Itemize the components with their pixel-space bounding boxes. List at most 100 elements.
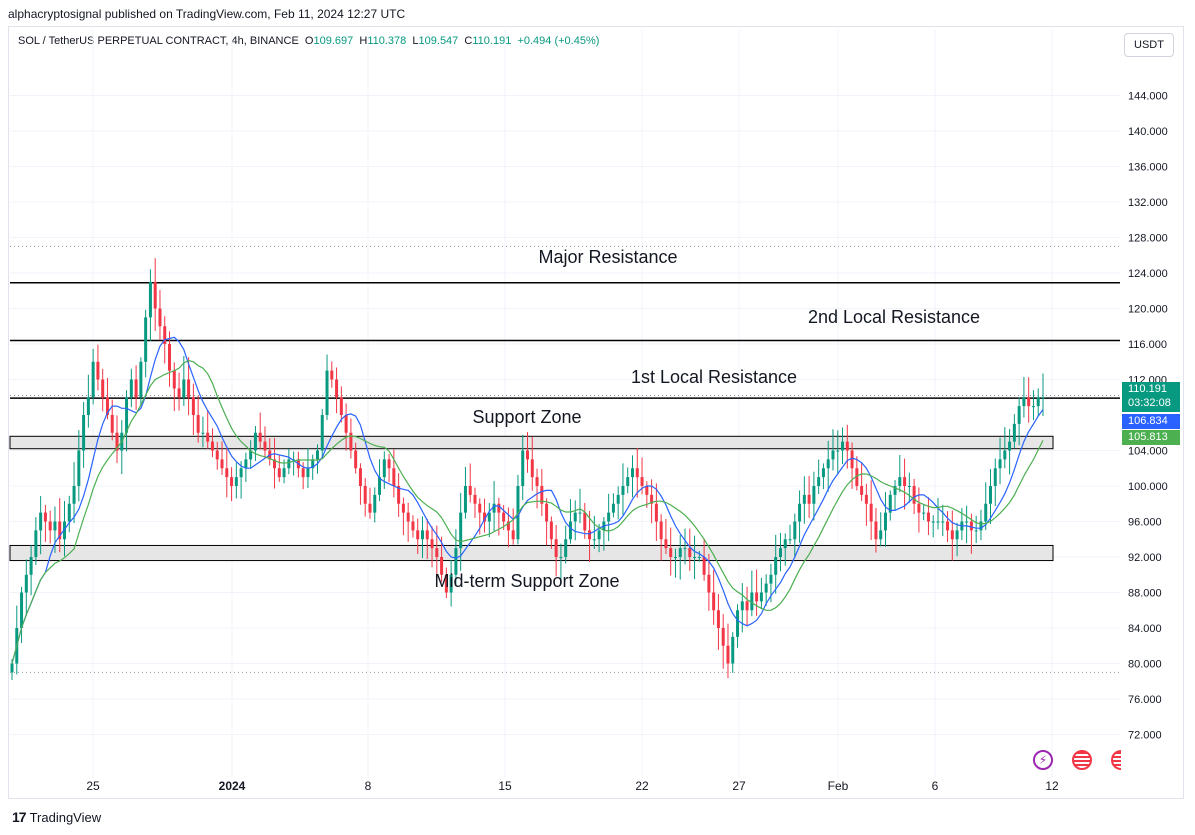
candle-body	[654, 503, 658, 522]
candle-body	[1017, 406, 1021, 424]
candle-body	[554, 539, 558, 557]
x-tick-label: 2024	[219, 779, 246, 793]
candle-body	[850, 450, 854, 469]
candle-body	[736, 610, 740, 637]
candle-body	[244, 459, 248, 469]
candle-body	[468, 486, 472, 495]
candle-body	[148, 281, 152, 318]
candle-body	[640, 477, 644, 486]
us-flag-icon[interactable]	[1111, 750, 1121, 770]
candle-body	[301, 468, 305, 478]
candle-body	[406, 512, 410, 522]
ma-slow-tag: 105.813	[1122, 430, 1180, 445]
annotation-label: Support Zone	[472, 407, 581, 427]
candle-body	[282, 468, 286, 478]
candle-body	[77, 450, 81, 486]
candle-body	[559, 557, 563, 558]
candle-body	[826, 459, 830, 469]
candle-body	[526, 450, 529, 460]
y-tick-label: 132.000	[1128, 197, 1168, 209]
candle-body	[168, 344, 172, 371]
candle-body	[306, 468, 310, 478]
symbol-name: SOL / TetherUS PERPETUAL CONTRACT, 4h, B…	[18, 35, 299, 47]
lightning-icon[interactable]: ⚡	[1033, 750, 1053, 770]
candle-body	[234, 477, 238, 486]
chart-frame[interactable]	[8, 26, 1184, 799]
x-tick-label: 12	[1045, 779, 1059, 793]
candle-body	[1008, 441, 1012, 451]
last-price-value: 110.191	[1128, 383, 1167, 395]
candle-body	[411, 521, 415, 531]
candle-body	[812, 486, 816, 504]
y-tick-label: 120.000	[1128, 304, 1168, 316]
candle-body	[583, 512, 587, 531]
candle-body	[215, 450, 219, 460]
candle-body	[1036, 397, 1040, 407]
candle-body	[368, 503, 372, 513]
candle-body	[969, 521, 973, 531]
candle-body	[611, 503, 615, 513]
candle-body	[440, 557, 444, 575]
candle-body	[635, 468, 639, 478]
candle-body	[845, 441, 849, 451]
candle-body	[72, 486, 76, 504]
candle-body	[339, 397, 343, 415]
x-tick-label: 22	[635, 779, 649, 793]
candle-body	[793, 521, 797, 540]
candle-body	[397, 486, 401, 504]
candle-body	[492, 503, 496, 513]
candle-body	[230, 477, 234, 486]
candle-body	[430, 539, 434, 549]
y-tick-label: 80.000	[1128, 659, 1162, 671]
y-tick-label: 84.000	[1128, 623, 1162, 635]
candle-body	[669, 548, 673, 557]
candle-body	[344, 415, 348, 433]
candle-body	[521, 450, 525, 486]
annotation-label: 2nd Local Resistance	[808, 307, 980, 327]
currency-button[interactable]: USDT	[1124, 33, 1174, 57]
candle-body	[540, 486, 544, 504]
candle-body	[917, 503, 921, 513]
y-tick-label: 124.000	[1128, 268, 1168, 280]
x-tick-label: 8	[365, 779, 372, 793]
candle-body	[382, 459, 386, 478]
us-flag-icon[interactable]	[1072, 750, 1092, 770]
candle-body	[354, 450, 358, 469]
candle-body	[907, 486, 911, 487]
candle-body	[416, 530, 420, 540]
candle-body	[946, 521, 950, 531]
candle-body	[936, 521, 940, 523]
candle-body	[597, 530, 601, 540]
y-axis: 144.000 140.000 136.000 132.000 128.000 124.0…	[1128, 91, 1168, 742]
candle-body	[91, 361, 95, 398]
candle-body	[273, 459, 277, 469]
y-tick-label: 88.000	[1128, 588, 1162, 600]
candle-body	[86, 397, 90, 415]
y-tick-label: 116.000	[1128, 339, 1167, 351]
annotations: Major Resistance 2nd Local Resistance 1st …	[434, 247, 980, 591]
candle-body	[225, 468, 229, 478]
candle-body	[864, 494, 868, 504]
candle-body	[487, 512, 491, 522]
candle-body	[478, 503, 482, 513]
candle-body	[802, 494, 806, 504]
candle-body	[626, 477, 630, 486]
candle-body	[139, 361, 143, 398]
candle-body	[673, 557, 677, 558]
candle-body	[879, 530, 883, 540]
annotation-label: 1st Local Resistance	[631, 367, 797, 387]
candle-body	[373, 494, 377, 513]
last-price-tag: 110.191 03:32:08	[1122, 382, 1180, 412]
x-tick-label: 15	[498, 779, 512, 793]
candle-body	[993, 468, 997, 486]
candle-body	[58, 521, 62, 540]
candle-body	[187, 379, 191, 398]
candle-body	[912, 486, 916, 504]
candle-body	[979, 521, 983, 531]
tradingview-logo: 17	[12, 809, 27, 825]
low-label: L	[412, 35, 419, 47]
candle-body	[955, 530, 959, 540]
candle-body	[745, 601, 749, 611]
candle-body	[564, 539, 568, 557]
